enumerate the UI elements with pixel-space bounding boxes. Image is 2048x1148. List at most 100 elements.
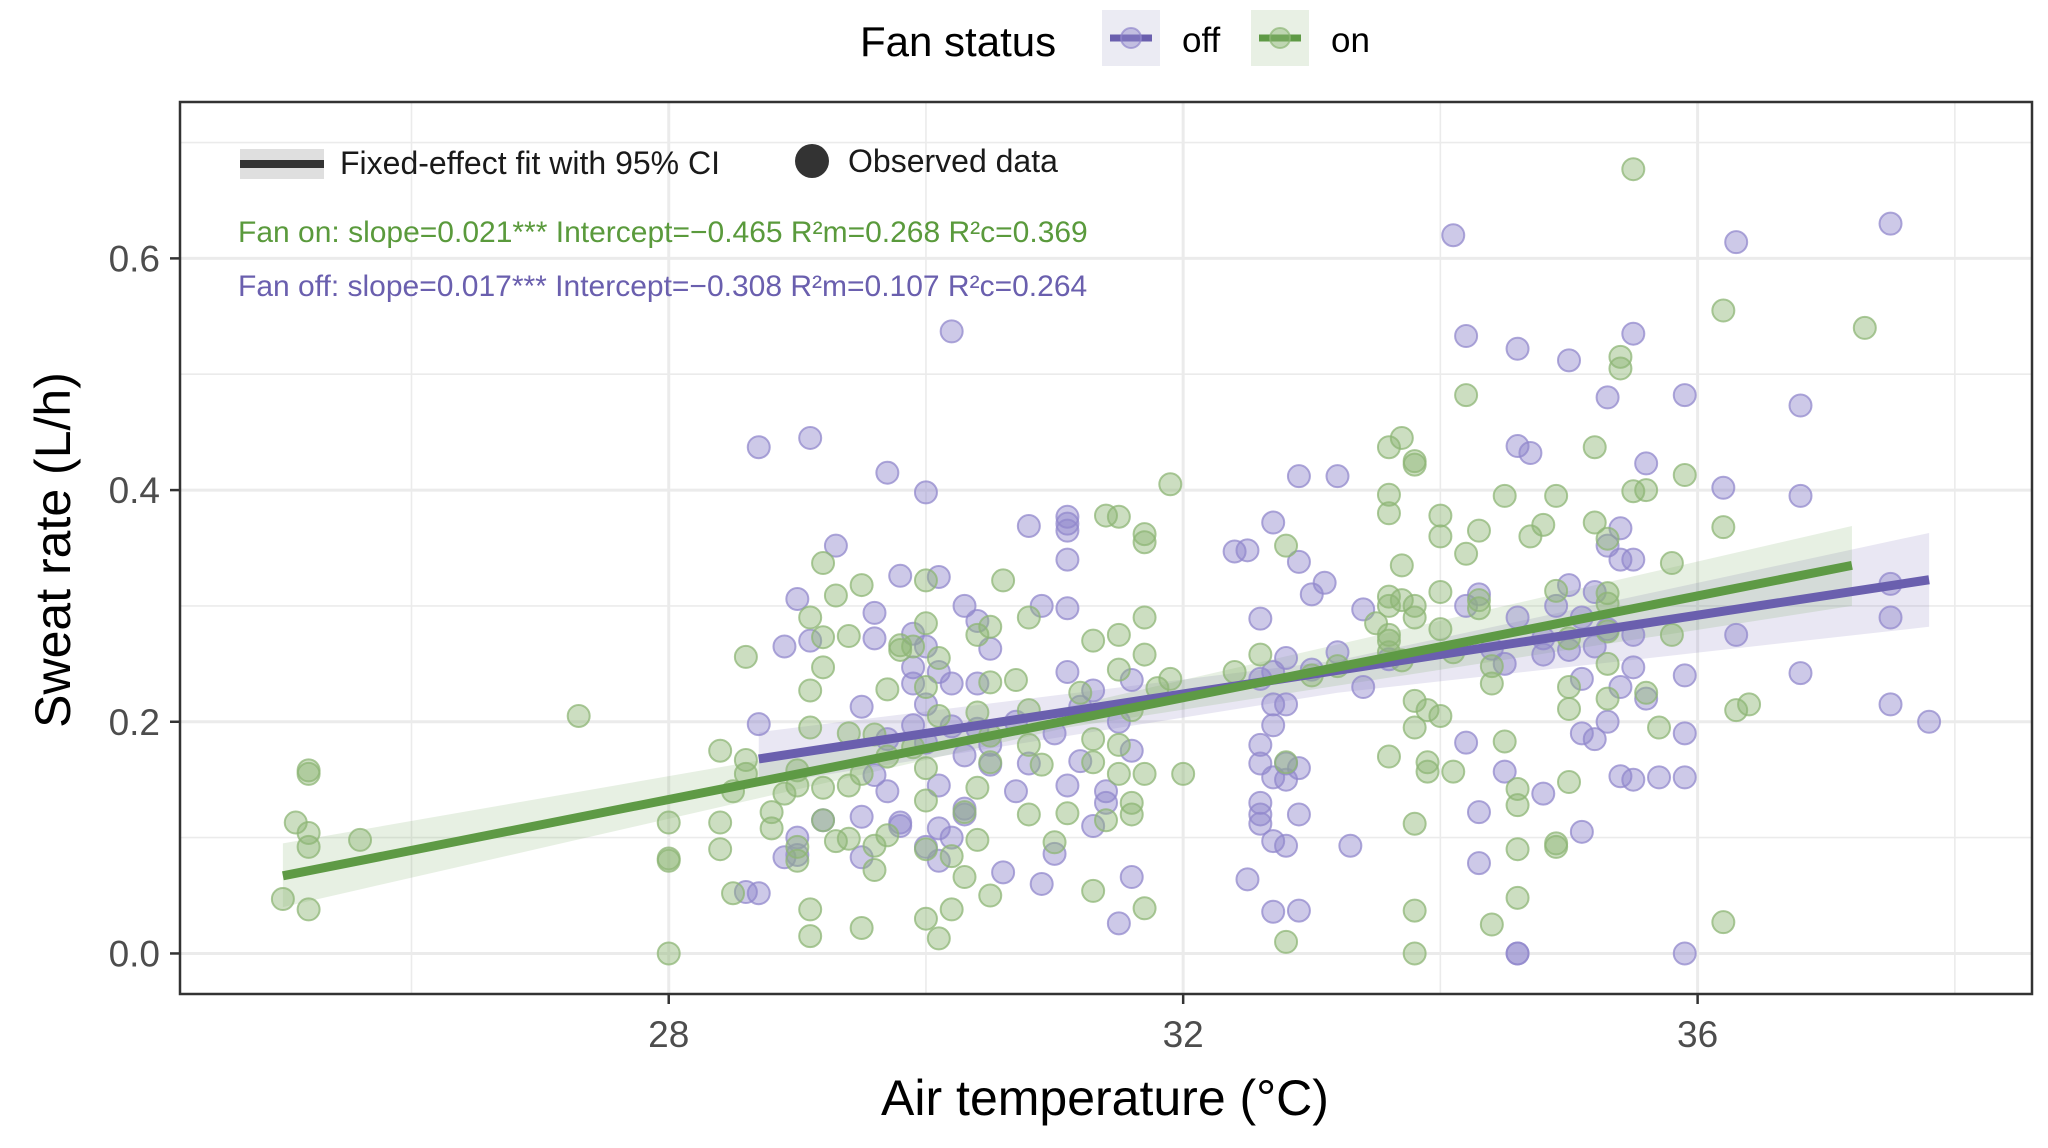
data-point-on <box>939 844 964 869</box>
data-point-off <box>965 671 990 696</box>
data-point-on <box>1402 941 1427 966</box>
data-point-on <box>1003 668 1028 693</box>
data-point-on <box>1389 553 1414 578</box>
data-point-on <box>656 848 681 873</box>
data-point-off <box>1724 230 1749 255</box>
data-point-off <box>1261 510 1286 535</box>
data-point-on <box>1016 732 1041 757</box>
data-point-off <box>1055 659 1080 684</box>
data-point-off <box>1788 483 1813 508</box>
data-point-off <box>1569 666 1594 691</box>
data-point-off <box>1248 732 1273 757</box>
data-point-off <box>1055 773 1080 798</box>
data-point-on <box>811 808 836 833</box>
data-point-off <box>1466 800 1491 825</box>
data-point-off <box>849 804 874 829</box>
data-point-on <box>1428 703 1453 728</box>
data-point-off <box>1055 596 1080 621</box>
data-point-off <box>1672 663 1697 688</box>
data-point-on <box>1016 605 1041 630</box>
data-point-on <box>875 677 900 702</box>
data-point-on <box>965 827 990 852</box>
data-point-on <box>1364 611 1389 636</box>
data-point-on <box>1248 642 1273 667</box>
data-point-on <box>978 883 1003 908</box>
data-point-on <box>1119 790 1144 815</box>
data-point-on <box>1595 686 1620 711</box>
observed-key-label: Observed data <box>848 143 1058 179</box>
data-point-off <box>901 655 926 680</box>
data-point-on <box>1595 526 1620 551</box>
data-point-off <box>1016 751 1041 776</box>
data-point-on <box>1029 752 1054 777</box>
data-point-off <box>1338 833 1363 858</box>
data-point-on <box>849 573 874 598</box>
data-point-off <box>1672 721 1697 746</box>
data-point-off <box>1557 348 1581 373</box>
data-point-off <box>746 712 771 737</box>
y-tick-label: 0.0 <box>109 933 160 974</box>
y-axis: 0.0 0.2 0.4 0.6 <box>109 238 180 974</box>
data-point-off <box>1621 655 1646 680</box>
data-point-off <box>939 671 964 696</box>
data-point-on <box>1376 501 1401 526</box>
data-point-on <box>1376 482 1401 507</box>
data-point-off <box>1248 606 1273 631</box>
data-point-on <box>811 775 836 800</box>
data-point-off <box>1595 709 1620 734</box>
data-point-off <box>1878 211 1903 236</box>
data-point-on <box>1428 503 1453 528</box>
data-point-on <box>836 624 861 649</box>
legend-title: Fan status <box>860 18 1056 65</box>
data-point-on <box>1376 628 1401 653</box>
data-point-on <box>1582 510 1607 535</box>
data-point-off <box>1621 547 1646 572</box>
data-point-on <box>708 738 733 763</box>
data-point-on <box>1274 533 1299 558</box>
data-point-on <box>926 926 951 951</box>
data-point-on <box>823 583 848 608</box>
data-point-on <box>1531 512 1556 537</box>
data-point-off <box>926 773 951 798</box>
data-point-on <box>772 781 797 806</box>
data-point-off <box>1261 899 1286 924</box>
data-point-on <box>1724 698 1749 723</box>
x-axis: 28 32 36 <box>648 994 1718 1055</box>
data-point-on <box>1106 622 1131 647</box>
data-point-on <box>811 625 836 650</box>
data-point-off <box>1454 324 1479 349</box>
y-tick-label: 0.6 <box>109 238 160 279</box>
data-point-off <box>1222 539 1247 564</box>
data-point-on <box>1415 750 1440 775</box>
data-point-off <box>1672 765 1697 790</box>
data-point-on <box>1042 830 1067 855</box>
data-point-on <box>913 906 938 931</box>
data-point-on <box>1711 298 1736 323</box>
data-point-on <box>1544 831 1569 856</box>
data-point-off <box>991 860 1016 885</box>
data-point-off <box>952 593 977 618</box>
data-point-on <box>1672 463 1697 488</box>
data-point-on <box>1415 698 1440 723</box>
data-point-off <box>1441 223 1466 248</box>
data-point-on <box>1132 896 1157 921</box>
data-point-off <box>862 763 887 788</box>
data-point-on <box>1595 651 1620 676</box>
data-point-on <box>1505 793 1530 818</box>
data-point-on <box>1132 761 1157 786</box>
data-point-off <box>1286 549 1311 574</box>
observed-key-point <box>795 144 829 178</box>
data-point-on <box>1852 315 1877 340</box>
data-point-on <box>1389 588 1414 613</box>
data-point-off <box>1569 721 1594 746</box>
data-point-on <box>1428 524 1453 549</box>
data-point-on <box>1647 715 1672 740</box>
data-point-on <box>823 829 848 854</box>
data-point-on <box>811 655 836 680</box>
data-point-on <box>1505 776 1530 801</box>
data-point-off <box>875 460 900 485</box>
data-point-on <box>296 820 321 845</box>
fit-lines <box>282 560 1930 881</box>
data-point-on <box>991 568 1016 593</box>
data-point-off <box>1621 321 1646 346</box>
